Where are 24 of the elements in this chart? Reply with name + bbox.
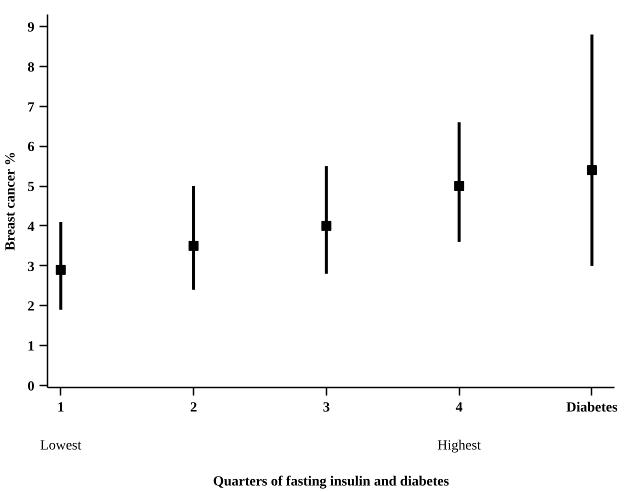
text: Highest (437, 438, 482, 454)
y-tick-label: 6 (28, 140, 34, 156)
point (188, 240, 199, 251)
y-axis-title: Breast cancer % (4, 152, 18, 251)
y-tick-label: 1 (28, 340, 34, 355)
y-tick-label: 0 (28, 380, 34, 395)
point (454, 181, 464, 192)
x-axis-title: Quarters of fasting insulin and diabetes (212, 474, 450, 490)
y-tick-label: 3 (28, 260, 34, 275)
y-tick-label: 7 (28, 100, 34, 116)
point (321, 220, 332, 231)
text: Lowest (40, 438, 82, 454)
x-tick-label: 2 (190, 400, 198, 416)
y-tick-label: 2 (28, 300, 34, 315)
y-tick-label: 8 (28, 60, 34, 76)
point (586, 165, 597, 176)
x-tick-label: 1 (57, 400, 64, 416)
y-tick-label: 9 (28, 20, 34, 36)
y-tick-label: 5 (28, 180, 34, 196)
point (56, 264, 66, 275)
x-tick-label: 3 (322, 400, 330, 416)
y-tick-label: 4 (28, 220, 34, 235)
x-tick-label: Diabetes (566, 400, 618, 416)
x-tick-label: 4 (456, 400, 463, 416)
